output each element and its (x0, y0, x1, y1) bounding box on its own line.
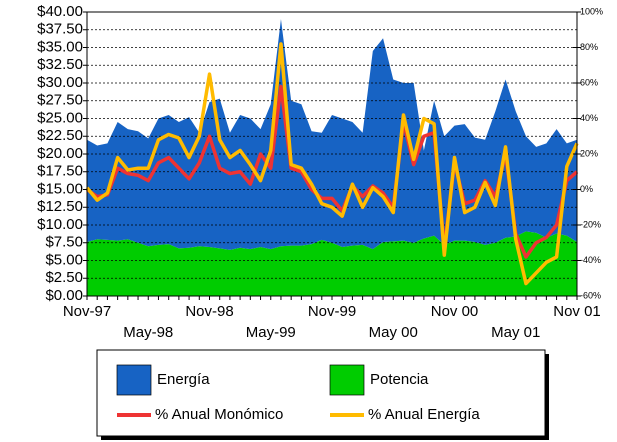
y2-tick-label: -20% (580, 219, 601, 229)
x-tick-label: Nov 01 (553, 303, 601, 320)
y-tick-label: $30.00 (37, 74, 83, 91)
x-tick-label: May 01 (491, 324, 540, 341)
y-tick-label: $35.00 (37, 38, 83, 55)
x-tick-label: May-98 (123, 324, 173, 341)
y-tick-label: $10.00 (37, 216, 83, 233)
y2-tick-label: 0% (580, 184, 593, 194)
x-tick-label: Nov 00 (431, 303, 479, 320)
x-tick-label: May-99 (246, 324, 296, 341)
y2-tick-label: 80% (580, 42, 598, 52)
line (85, 42, 579, 286)
y2-tick-label: 100% (580, 6, 603, 16)
legend-swatch (116, 364, 152, 396)
y-tick-label: $40.00 (37, 3, 83, 20)
y-tick-label: $20.00 (37, 145, 83, 162)
y-tick-label: $0.00 (45, 287, 83, 304)
y-tick-label: $12.50 (37, 198, 83, 215)
legend-swatch (329, 364, 365, 396)
x-tick-label: Nov-98 (185, 303, 233, 320)
legend-label: % Anual Monómico (155, 406, 283, 423)
area (87, 231, 577, 296)
legend-label: Potencia (370, 371, 429, 388)
y-tick-label: $7.50 (45, 234, 83, 251)
legend-label: Energía (157, 371, 210, 388)
y2-tick-label: 40% (580, 113, 598, 123)
x-tick-label: Nov-97 (63, 303, 111, 320)
y-tick-label: $27.50 (37, 92, 83, 109)
legend-box (96, 349, 546, 437)
y-tick-label: $25.00 (37, 109, 83, 126)
y-tick-label: $17.50 (37, 163, 83, 180)
y-tick-label: $22.50 (37, 127, 83, 144)
y2-tick-label: -40% (580, 255, 601, 265)
y-tick-label: $15.00 (37, 180, 83, 197)
y2-tick-label: -60% (580, 290, 601, 300)
y-tick-label: $32.50 (37, 56, 83, 73)
x-tick-label: Nov-99 (308, 303, 356, 320)
y-tick-label: $5.00 (45, 251, 83, 268)
y2-tick-label: 60% (580, 77, 598, 87)
y-tick-label: $37.50 (37, 21, 83, 38)
y-tick-label: $2.50 (45, 269, 83, 286)
legend-label: % Anual Energía (368, 406, 480, 423)
y2-tick-label: 20% (580, 148, 598, 158)
x-tick-label: May 00 (369, 324, 418, 341)
area (87, 19, 577, 250)
